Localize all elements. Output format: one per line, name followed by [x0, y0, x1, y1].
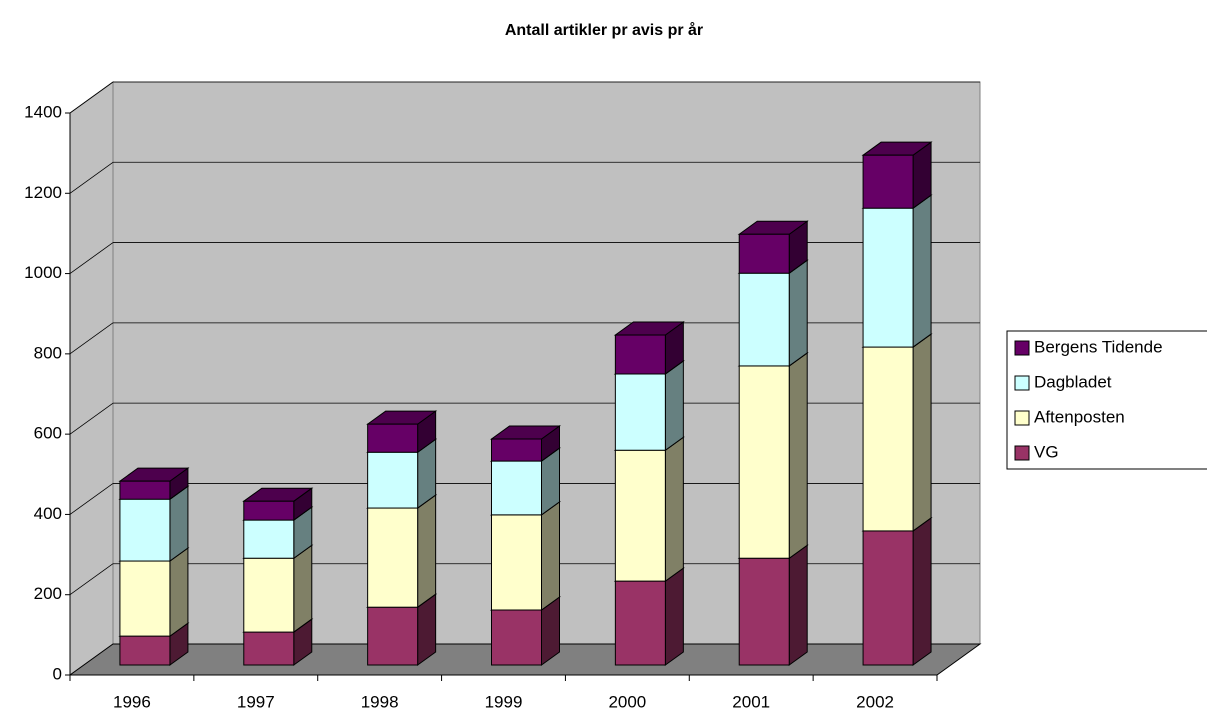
- side-wall: [69, 81, 114, 676]
- chart-title: Antall artikler pr avis pr år: [505, 21, 703, 39]
- y-tick-label: 0: [53, 664, 62, 683]
- bar-side: [541, 500, 560, 611]
- bar: [491, 460, 542, 516]
- grid-line: [69, 483, 114, 515]
- bar-side: [293, 544, 313, 634]
- legend-label: Bergens Tidende: [1034, 337, 1163, 356]
- bar: [367, 423, 419, 453]
- bar: [738, 233, 790, 274]
- bar: [367, 451, 419, 509]
- bar: [738, 365, 790, 559]
- bar: [243, 557, 295, 633]
- x-tick-label: 2001: [732, 692, 770, 711]
- bar-side: [169, 547, 189, 638]
- bar-side: [912, 333, 932, 532]
- y-tick-label: 400: [34, 504, 62, 523]
- bar: [119, 560, 171, 637]
- bar-side: [664, 567, 684, 666]
- bar: [243, 519, 295, 559]
- y-tick-label: 200: [34, 584, 62, 603]
- bar: [862, 154, 914, 209]
- bar: [367, 507, 419, 608]
- bar-side: [664, 436, 684, 583]
- bar: [491, 438, 542, 462]
- bar: [614, 449, 666, 582]
- bar: [119, 480, 171, 500]
- grid-line: [69, 322, 114, 355]
- y-tick-label: 1400: [24, 102, 62, 121]
- bar: [243, 500, 295, 521]
- bar-side: [912, 194, 932, 349]
- bar: [491, 609, 542, 666]
- y-tick-label: 800: [34, 343, 62, 362]
- bar: [614, 334, 666, 375]
- grid-line: [69, 242, 114, 274]
- bar-side: [417, 494, 437, 609]
- bar-side: [788, 544, 808, 666]
- bar: [738, 557, 790, 666]
- legend: [1006, 330, 1207, 470]
- legend-label: Aftenposten: [1034, 407, 1125, 426]
- bar: [119, 498, 171, 562]
- y-tick-label: 1000: [24, 263, 62, 282]
- bar-side: [788, 351, 808, 560]
- bar: [738, 272, 790, 367]
- bar-side: [912, 516, 932, 666]
- legend-label: VG: [1034, 442, 1059, 461]
- x-tick-label: 2000: [608, 692, 646, 711]
- bar-side: [788, 259, 808, 367]
- grid-line: [69, 563, 114, 596]
- legend-label: Dagbladet: [1034, 372, 1112, 391]
- bar: [862, 530, 914, 666]
- bar: [862, 346, 914, 532]
- x-tick-label: 1999: [485, 692, 523, 711]
- bar-side: [664, 359, 684, 452]
- bar: [614, 580, 666, 666]
- bar: [243, 631, 295, 666]
- legend-swatch: [1014, 445, 1030, 461]
- legend-swatch: [1014, 410, 1030, 426]
- y-tick-label: 600: [34, 424, 62, 443]
- grid-line: [69, 161, 114, 194]
- grid-line: [69, 402, 114, 435]
- grid-line: [69, 81, 114, 114]
- bar: [119, 635, 171, 666]
- legend-swatch: [1014, 375, 1030, 391]
- y-tick-label: 1200: [24, 183, 62, 202]
- x-tick-label: 2002: [856, 692, 894, 711]
- bar: [862, 207, 914, 348]
- x-tick-label: 1997: [237, 692, 275, 711]
- legend-swatch: [1014, 340, 1030, 356]
- x-tick-label: 1998: [361, 692, 399, 711]
- bar: [614, 373, 666, 451]
- bar: [491, 514, 542, 611]
- bar: [367, 606, 419, 666]
- x-tick-label: 1996: [113, 692, 151, 711]
